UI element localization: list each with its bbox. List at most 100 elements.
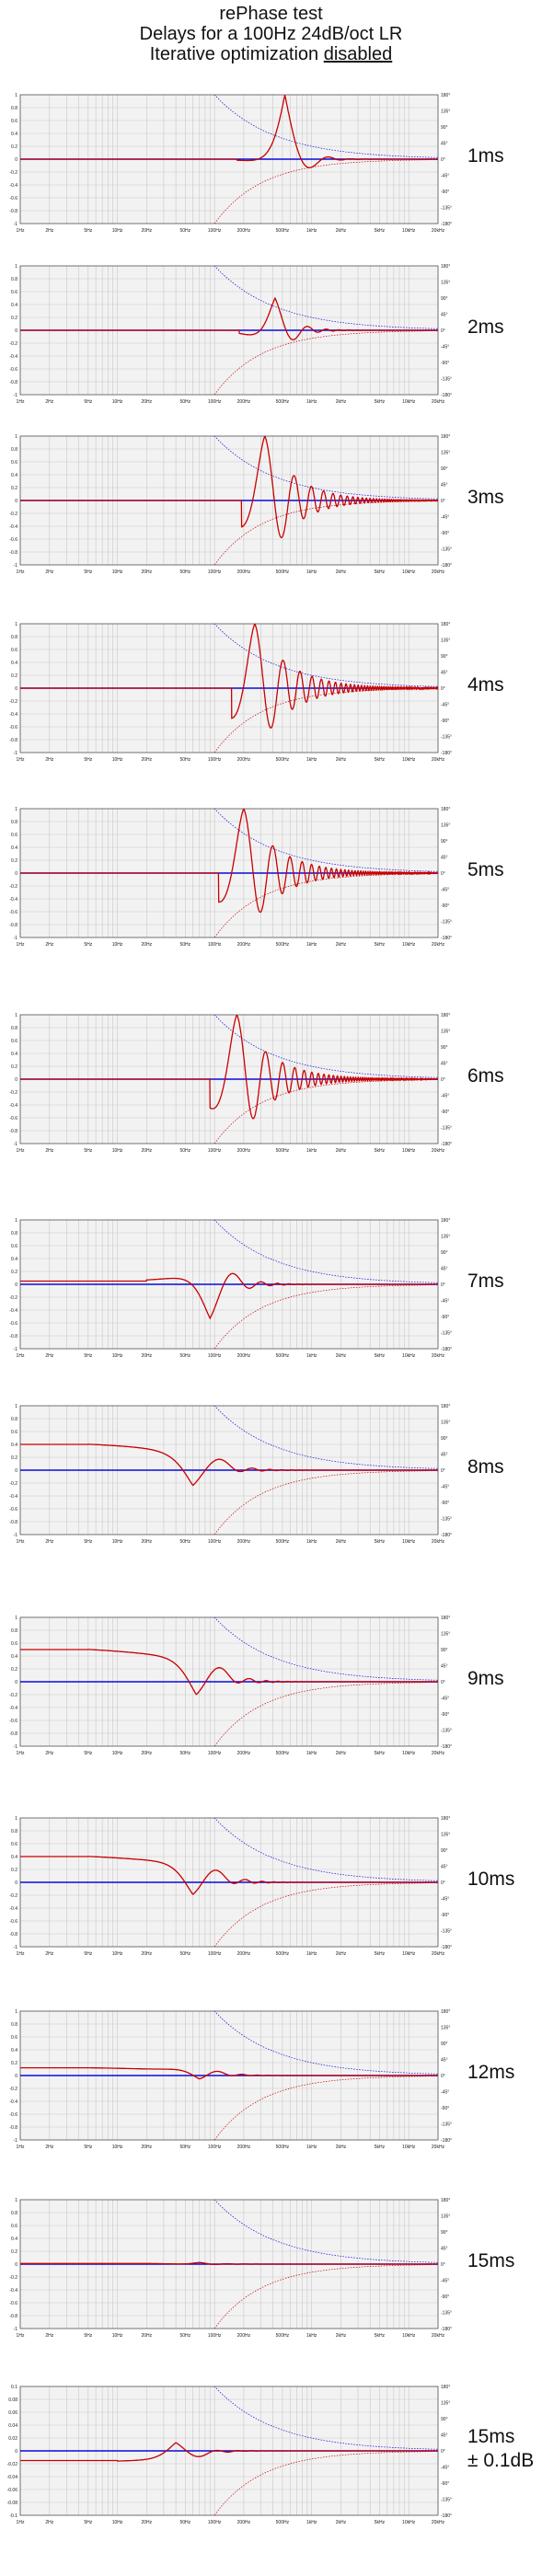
x-tick-label: 200Hz <box>237 2333 251 2339</box>
phase-curve-red <box>213 1079 438 1144</box>
phase-curve-blue <box>213 624 438 687</box>
y-tick-label: -1 <box>14 936 18 941</box>
y-tick-label: -0.6 <box>9 1116 17 1121</box>
phase-tick-label: -135° <box>441 377 452 383</box>
phase-tick-label: -45° <box>441 2279 449 2284</box>
phase-tick-label: 45° <box>441 2433 448 2439</box>
x-tick-label: 200Hz <box>237 569 251 575</box>
x-tick-label: 50Hz <box>179 2333 190 2339</box>
y-tick-label: -1 <box>14 1533 18 1538</box>
chart-svg: 1 0.8 0.6 0.4 0.2 0 -0.2 -0.4 -0.6 -0.8 -1 180° 135°… <box>9 1616 452 1756</box>
y-tick-label: 0.04 <box>8 2423 17 2429</box>
y-tick-label: -1 <box>14 563 18 569</box>
x-tick-label: 1kHz <box>306 2520 317 2525</box>
x-tick-label: 2kHz <box>336 1951 347 1957</box>
x-tick-label: 20Hz <box>141 1148 152 1154</box>
y-tick-label: 0.6 <box>11 648 17 653</box>
phase-tick-label: -135° <box>441 2311 452 2317</box>
delay-label: 5ms <box>467 858 541 882</box>
optimization-note-prefix: Iterative optimization <box>149 44 324 64</box>
y-tick-label: -0.2 <box>9 1893 17 1899</box>
phase-tick-label: 135° <box>441 823 450 829</box>
x-tick-label: 100Hz <box>208 2145 222 2150</box>
y-tick-label: 0.8 <box>11 2211 17 2216</box>
phase-tick-label: -135° <box>441 1517 452 1523</box>
x-tick-label: 50Hz <box>179 757 190 763</box>
x-tick-label: 1Hz <box>17 2145 25 2150</box>
y-tick-label: 0.08 <box>8 2398 17 2403</box>
phase-tick-label: 45° <box>441 1267 448 1272</box>
y-tick-label: 0.8 <box>11 1628 17 1634</box>
x-tick-label: 20Hz <box>141 228 152 234</box>
x-tick-label: 10Hz <box>112 569 123 575</box>
y-tick-label: 1 <box>15 264 17 270</box>
x-tick-label: 1kHz <box>306 2145 317 2150</box>
phase-tick-label: 135° <box>441 1029 450 1035</box>
phase-curve-blue <box>213 95 438 158</box>
x-tick-label: 1kHz <box>306 569 317 575</box>
y-tick-label: 1 <box>15 2009 17 2015</box>
y-tick-label: 0.2 <box>11 1868 17 1873</box>
x-tick-label: 20Hz <box>141 2520 152 2525</box>
phase-tick-label: 45° <box>441 1062 448 1067</box>
y-tick-label: 0 <box>15 2262 17 2268</box>
phase-tick-label: 45° <box>441 2247 448 2252</box>
x-tick-label: 20Hz <box>141 1951 152 1957</box>
phase-tick-label: 90° <box>441 1045 448 1051</box>
y-tick-label: -0.6 <box>9 537 17 543</box>
x-tick-label: 500Hz <box>276 2520 290 2525</box>
y-tick-label: 0.4 <box>11 1855 17 1860</box>
x-tick-label: 2Hz <box>45 942 53 948</box>
phase-tick-label: 135° <box>441 109 450 115</box>
phase-tick-label: 90° <box>441 296 448 302</box>
optimization-note-disabled: disabled <box>323 44 393 64</box>
y-tick-label: 0.2 <box>11 673 17 679</box>
phase-tick-label: 135° <box>441 2214 450 2220</box>
x-tick-label: 500Hz <box>276 942 290 948</box>
y-tick-label: 0.6 <box>11 1244 17 1249</box>
phase-tick-label: 0° <box>441 2074 445 2079</box>
y-tick-label: 0.1 <box>11 2385 17 2390</box>
x-tick-label: 2kHz <box>336 942 347 948</box>
y-tick-label: -0.8 <box>9 1334 17 1340</box>
x-tick-label: 50Hz <box>179 2520 190 2525</box>
phase-tick-label: 135° <box>441 2026 450 2031</box>
phase-tick-label: -180° <box>441 563 452 569</box>
y-tick-label: 0.4 <box>11 473 17 478</box>
x-tick-label: 100Hz <box>208 1539 222 1545</box>
x-tick-label: 10Hz <box>112 2333 123 2339</box>
y-tick-label: 0.8 <box>11 106 17 111</box>
chart-svg: 1 0.8 0.6 0.4 0.2 0 -0.2 -0.4 -0.6 -0.8 -1 180° 135°… <box>9 264 452 405</box>
x-tick-label: 2kHz <box>336 2520 347 2525</box>
phase-tick-label: 90° <box>441 654 448 660</box>
x-tick-label: 10Hz <box>112 942 123 948</box>
x-tick-label: 200Hz <box>237 1951 251 1957</box>
chart-panel: 1 0.8 0.6 0.4 0.2 0 -0.2 -0.4 -0.6 -0.8 -1 180° 135°… <box>0 803 542 956</box>
y-tick-label: -0.02 <box>7 2462 18 2467</box>
phase-tick-label: -90° <box>441 2294 449 2300</box>
delay-value: 8ms <box>467 1456 504 1478</box>
y-tick-label: -0.8 <box>9 1731 17 1737</box>
y-tick-label: -0.8 <box>9 2314 17 2319</box>
x-tick-label: 50Hz <box>179 399 190 405</box>
x-tick-label: 2kHz <box>336 399 347 405</box>
x-tick-label: 20Hz <box>141 399 152 405</box>
y-tick-label: -0.2 <box>9 341 17 347</box>
phase-tick-label: -135° <box>441 1126 452 1132</box>
phase-curve-blue <box>213 436 438 500</box>
x-tick-label: 10Hz <box>112 1148 123 1154</box>
phase-tick-label: -90° <box>441 1501 449 1506</box>
x-tick-label: 5Hz <box>84 1539 92 1545</box>
x-tick-label: 10Hz <box>112 1951 123 1957</box>
delay-label: 2ms <box>467 316 541 339</box>
y-tick-label: -0.4 <box>9 183 17 189</box>
y-tick-label: 0 <box>15 871 17 877</box>
y-tick-label: -0.6 <box>9 1507 17 1512</box>
x-tick-label: 2kHz <box>336 1353 347 1359</box>
y-tick-label: -0.6 <box>9 367 17 373</box>
x-tick-label: 500Hz <box>276 569 290 575</box>
phase-tick-label: 0° <box>441 157 445 163</box>
y-tick-label: -0.4 <box>9 2099 17 2105</box>
x-tick-label: 2Hz <box>45 399 53 405</box>
